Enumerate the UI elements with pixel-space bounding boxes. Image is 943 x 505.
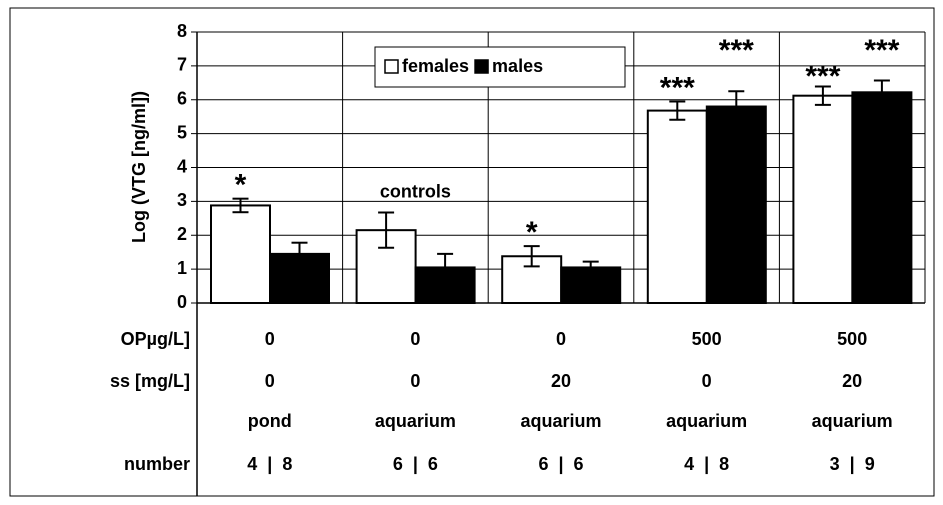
table-cell: 6 | 6 [393, 454, 438, 474]
error-bar [728, 90, 745, 123]
annotation: *** [805, 60, 840, 93]
table-cell: 4 | 8 [247, 454, 292, 474]
annotation: *** [660, 71, 695, 104]
frame [9, 7, 935, 497]
table-cell: 500 [837, 329, 867, 349]
annotation: controls [380, 181, 451, 201]
table-row-label: OPµg/L] [121, 329, 190, 349]
error-bar [523, 245, 540, 268]
table-cell: 4 | 8 [684, 454, 729, 474]
table-cell: 0 [702, 371, 712, 391]
table-cell: 500 [692, 329, 722, 349]
x-tick-label: pond [248, 411, 292, 431]
table-cell: 0 [410, 371, 420, 391]
table-row-label: number [124, 454, 190, 474]
y-tick-label: 0 [177, 292, 187, 312]
annotation: *** [719, 34, 754, 67]
legend-label: males [492, 56, 543, 76]
annotation: * [235, 169, 247, 202]
y-tick-label: 6 [177, 89, 187, 109]
y-axis-title: Log (VTG [ng/ml]) [129, 91, 149, 243]
table-cell: 0 [265, 371, 275, 391]
y-tick-label: 2 [177, 224, 187, 244]
annotation: * [526, 216, 538, 249]
table-cell: 20 [551, 371, 571, 391]
x-tick-label: aquarium [375, 411, 456, 431]
error-bar [814, 85, 831, 106]
legend-label: females [402, 56, 469, 76]
error-bar [873, 79, 890, 106]
y-tick-label: 3 [177, 190, 187, 210]
x-tick-label: aquarium [520, 411, 601, 431]
table-cell: 3 | 9 [830, 454, 875, 474]
legend-box [374, 46, 626, 88]
x-tick-label: aquarium [666, 411, 747, 431]
table-cell: 0 [556, 329, 566, 349]
table-cell: 20 [842, 371, 862, 391]
error-bar [232, 197, 249, 214]
bar [851, 91, 913, 304]
bar [792, 94, 854, 304]
annotation: *** [864, 34, 899, 67]
x-tick-label: aquarium [812, 411, 893, 431]
error-bar [437, 252, 454, 282]
y-tick-label: 8 [177, 21, 187, 41]
y-tick-label: 4 [177, 156, 187, 176]
y-tick-label: 5 [177, 122, 187, 142]
bar [705, 105, 767, 305]
table-cell: 6 | 6 [538, 454, 583, 474]
bar [210, 204, 271, 304]
table-cell: 0 [410, 329, 420, 349]
table-cell: 0 [265, 329, 275, 349]
bar [560, 266, 622, 304]
y-tick-label: 1 [177, 258, 187, 278]
y-tick-label: 7 [177, 55, 187, 75]
error-bar [669, 100, 686, 121]
bar [646, 109, 708, 304]
legend-swatch [384, 59, 399, 74]
error-bar [582, 260, 599, 275]
legend-swatch [474, 59, 489, 74]
error-bar [378, 211, 395, 249]
table-row-label: ss [mg/L] [110, 371, 190, 391]
error-bar [291, 241, 308, 267]
